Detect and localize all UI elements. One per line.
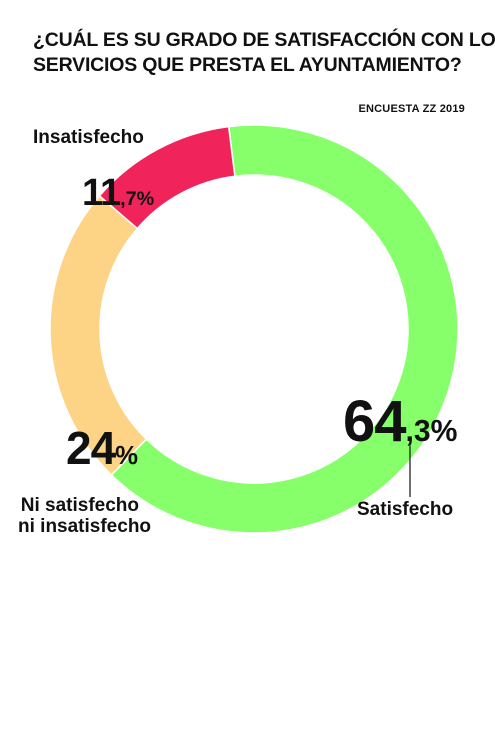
source-label: ENCUESTA ZZ 2019	[358, 103, 465, 115]
value-label-insatisfecho: 11,7%	[82, 172, 155, 214]
value-label-satisfecho: 64,3%	[343, 389, 458, 454]
category-label-satisfecho: Satisfecho	[357, 499, 454, 520]
slice-insatisfecho	[98, 125, 236, 230]
slice-satisfecho	[110, 124, 459, 534]
category-label-ni-satisfecho: Ni satisfecho ni insatisfecho	[18, 495, 152, 537]
chart-title-line-1: ¿CUÁL ES SU GRADO DE SATISFACCIÓN CON LO…	[33, 29, 495, 51]
chart-title: ¿CUÁL ES SU GRADO DE SATISFACCIÓN CON LO…	[33, 28, 495, 78]
value-label-ni-satisfecho: 24%	[66, 422, 139, 474]
category-label-insatisfecho: Insatisfecho	[33, 127, 144, 148]
chart-title-line-2: SERVICIOS QUE PRESTA EL AYUNTAMIENTO?	[33, 54, 462, 76]
